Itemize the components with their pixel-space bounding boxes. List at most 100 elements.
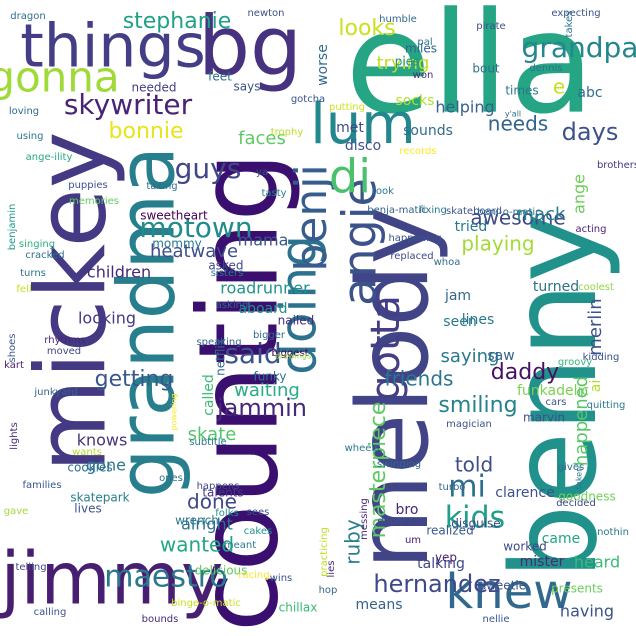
cloud-word-called: called	[201, 374, 217, 416]
cloud-word-grandpa: grandpa	[522, 31, 636, 64]
cloud-word-pirate: pirate	[476, 21, 505, 32]
cloud-word-bonnie: bonnie	[109, 119, 184, 144]
cloud-word-worked: worked	[503, 540, 547, 554]
cloud-word-taking: taking	[146, 181, 177, 192]
cloud-word-fixing: fixing	[419, 205, 447, 216]
cloud-word-delicious: delicious	[195, 564, 248, 578]
cloud-word-jimmy: jimmy	[0, 537, 223, 621]
cloud-word-expecting: expecting	[551, 8, 600, 19]
cloud-word-benji: benji	[286, 164, 337, 271]
cloud-word-times: times	[505, 84, 538, 98]
cloud-word-records: records	[399, 146, 436, 157]
cloud-word-counting: counting	[174, 152, 302, 632]
cloud-word-benja-matic: benja-matic	[367, 205, 426, 216]
cloud-word-pal: pal	[417, 37, 432, 48]
cloud-word-motown: motown	[139, 211, 252, 244]
cloud-word-marvin: marvin	[523, 411, 565, 425]
cloud-word-talking: talking	[417, 556, 465, 572]
cloud-word-puppies: puppies	[68, 180, 108, 191]
cloud-word-lies: lies	[326, 561, 337, 578]
cloud-word-lives: lives	[74, 502, 101, 516]
cloud-word-disguise: disguise	[451, 517, 500, 531]
cloud-word-clarence: clarence	[495, 485, 554, 501]
cloud-word-groovy: groovy	[558, 357, 592, 368]
cloud-word-quitting: quitting	[587, 400, 626, 411]
cloud-word-racing: racing	[238, 570, 269, 581]
cloud-word-aboard: aboard	[238, 301, 287, 317]
cloud-word-memories: memories	[69, 196, 119, 207]
cloud-word-sounds: sounds	[403, 123, 453, 139]
cloud-word-swinging: swinging	[377, 459, 421, 470]
cloud-word-happened: happened	[571, 376, 592, 466]
cloud-word-children: children	[87, 263, 151, 282]
cloud-word-using: using	[16, 131, 43, 142]
cloud-word-humble: humble	[379, 14, 417, 25]
cloud-word-presents: presents	[551, 582, 603, 596]
cloud-word-wanted: wanted	[160, 533, 234, 557]
cloud-word-needed: needed	[132, 81, 177, 95]
cloud-word-daddy: daddy	[491, 360, 559, 385]
cloud-word-wheels: wheels	[345, 443, 380, 454]
cloud-word-mi: mi	[448, 470, 486, 505]
cloud-word-smiling: smiling	[438, 393, 517, 418]
cloud-word-saw: saw	[487, 348, 514, 364]
cloud-word-mister: mister	[520, 554, 565, 570]
cloud-word-kidding: kidding	[583, 352, 620, 363]
cloud-word-gave: gave	[4, 506, 29, 517]
cloud-word-decided: decided	[556, 498, 596, 509]
cloud-word-means: means	[356, 597, 403, 613]
cloud-word-kart: kart	[4, 360, 24, 371]
cloud-word-goodness: goodness	[558, 490, 615, 504]
cloud-word-friends: friends	[385, 367, 454, 391]
cloud-word-dragon: dragon	[10, 11, 45, 22]
cloud-word-turns: turns	[20, 268, 46, 279]
cloud-word-cookies: cookies	[67, 461, 112, 475]
cloud-word-putting: putting	[329, 102, 365, 113]
cloud-word-awesome: awesome	[470, 206, 565, 230]
cloud-word-heatwave: heatwave	[150, 241, 238, 262]
cloud-word-practicing: practicing	[319, 527, 330, 577]
cloud-word-gives: gives	[558, 462, 584, 473]
cloud-word-heard: heard	[574, 553, 620, 572]
cloud-word-junkyard: junkyard	[33, 387, 77, 398]
cloud-word-rhythms: rhythms	[44, 335, 85, 346]
cloud-word-jammin: jammin	[216, 394, 307, 422]
cloud-word-jam: jam	[444, 288, 471, 304]
cloud-word-di: di	[329, 150, 371, 204]
cloud-word-realized: realized	[426, 524, 473, 538]
cloud-word-disco: disco	[345, 138, 381, 154]
cloud-word-pies: pies	[395, 55, 420, 69]
cloud-word-trying: trying	[377, 53, 430, 74]
cloud-word-stephanie: stephanie	[123, 9, 232, 34]
cloud-word-shoes: shoes	[7, 333, 18, 362]
cloud-word-biggest: biggest	[271, 348, 308, 359]
cloud-word-taken: taken	[575, 467, 584, 489]
cloud-word-mama: mama	[238, 231, 289, 250]
cloud-word-powering: powering	[170, 393, 179, 430]
cloud-word-angie: angie	[333, 178, 387, 306]
cloud-word-trophy: trophy	[271, 127, 304, 138]
cloud-word-talents: talents	[202, 486, 243, 500]
cloud-word-funky: funky	[253, 370, 286, 384]
cloud-word-sweetheart: sweetheart	[140, 209, 208, 223]
cloud-word-acting: acting	[575, 224, 606, 235]
cloud-word-days: days	[562, 118, 619, 146]
cloud-word-needs: needs	[488, 112, 548, 136]
cloud-word-binge-o-matic: binge-o-matic	[171, 598, 241, 609]
cloud-word-done: done	[187, 490, 237, 514]
cloud-word-told: told	[455, 453, 493, 477]
cloud-word-magician: magician	[446, 419, 492, 430]
cloud-word-dennis: dennis	[529, 63, 562, 74]
cloud-word-mack: mack	[517, 204, 566, 225]
cloud-word-newton: newton	[247, 8, 284, 19]
cloud-word-cakes: cakes	[244, 526, 272, 537]
cloud-word-masterpiece: masterpiece	[366, 402, 391, 539]
cloud-word-waiting: waiting	[234, 380, 300, 401]
cloud-word-wrench: wrench	[175, 514, 219, 528]
cloud-word-knows: knows	[77, 431, 128, 450]
cloud-word-abc: abc	[577, 85, 602, 101]
cloud-word-doing: doing	[270, 235, 328, 375]
cloud-word-speaking: speaking	[196, 337, 241, 348]
cloud-word-benj-o-matic: benj-o-matic	[477, 207, 540, 218]
